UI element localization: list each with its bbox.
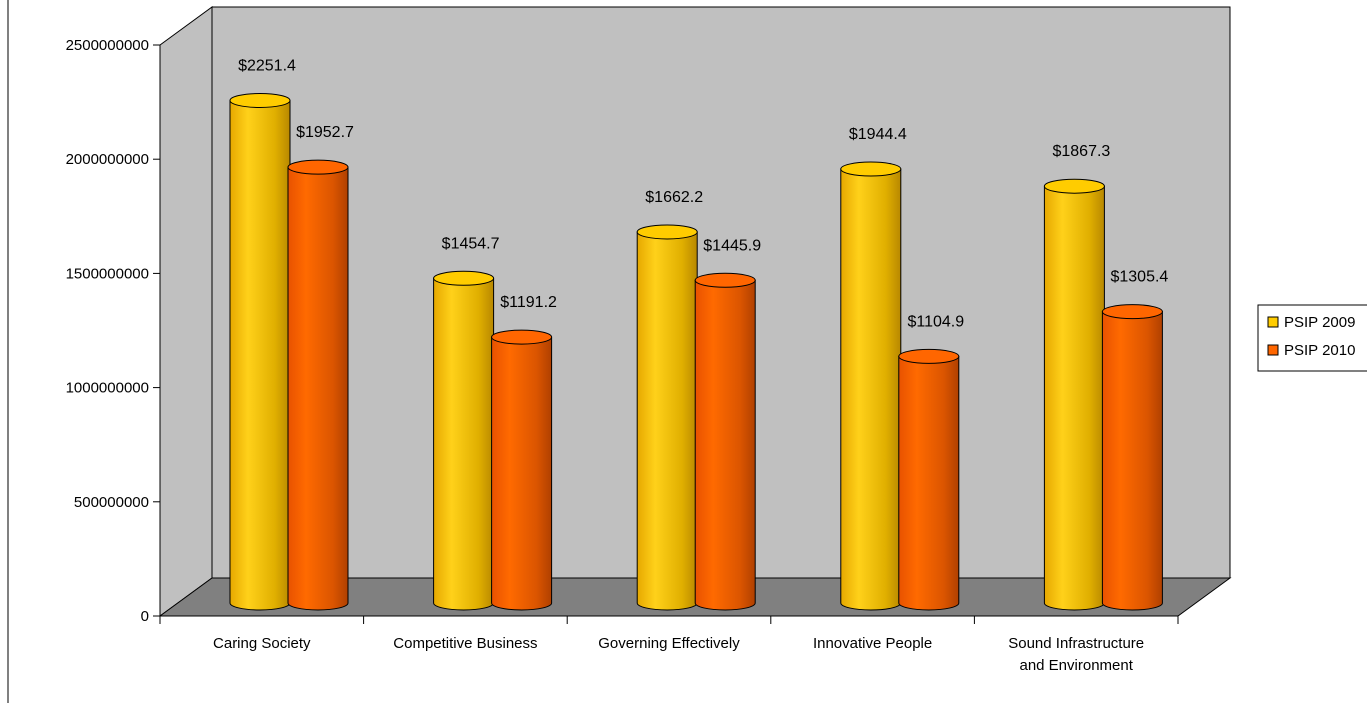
bar-psip-2009: [433, 270, 495, 611]
data-label: $1191.2: [500, 294, 557, 311]
bar-body: [1043, 185, 1105, 611]
bar-top: [840, 161, 902, 177]
category-label: Competitive Business: [393, 635, 537, 652]
data-label: $1867.3: [1052, 143, 1110, 160]
bar-body: [694, 279, 756, 611]
bar-body: [636, 231, 698, 611]
data-label: $2251.4: [238, 57, 296, 74]
y-tick-label: 1000000000: [66, 380, 149, 397]
bar-body: [229, 99, 291, 611]
bar-body: [491, 336, 553, 611]
bar-top: [636, 224, 698, 240]
data-label: $1944.4: [849, 126, 907, 143]
bar-top: [229, 92, 291, 108]
category-label: Caring Society: [213, 635, 311, 652]
bar-body: [1101, 311, 1163, 611]
bar-top: [1101, 304, 1163, 320]
y-tick-label: 500000000: [74, 494, 149, 511]
category-label: Innovative People: [813, 635, 932, 652]
bar-psip-2009: [1043, 178, 1105, 611]
bar-top: [433, 270, 495, 286]
data-label: $1952.7: [296, 124, 354, 141]
data-label: $1662.2: [645, 189, 703, 206]
bar-top: [491, 329, 553, 345]
y-tick-label: 1500000000: [66, 265, 149, 282]
bar-psip-2010: [694, 272, 756, 611]
bar-psip-2010: [287, 159, 349, 611]
bar-psip-2010: [1101, 304, 1163, 611]
data-label: $1305.4: [1110, 269, 1168, 286]
data-label: $1104.9: [907, 313, 964, 330]
category-label: Sound Infrastructure and Environment: [1008, 635, 1144, 674]
bar-psip-2009: [636, 224, 698, 611]
bar-body: [840, 168, 902, 611]
legend-box: [1257, 304, 1367, 372]
bar-top: [898, 348, 960, 364]
bar-body: [287, 166, 349, 611]
data-label: $1445.9: [703, 237, 761, 254]
data-label: $1454.7: [442, 235, 500, 252]
bar-psip-2009: [840, 161, 902, 611]
legend-label: PSIP 2009: [1284, 314, 1355, 331]
y-tick-label: 2000000000: [66, 151, 149, 168]
bar-top: [694, 272, 756, 288]
bar-body: [433, 277, 495, 611]
bar-psip-2009: [229, 92, 291, 611]
bar-psip-2010: [898, 348, 960, 611]
bar-top: [1043, 178, 1105, 194]
bar-top: [287, 159, 349, 175]
legend-swatch: [1267, 344, 1279, 356]
legend-swatch: [1267, 316, 1279, 328]
y-tick-label: 2500000000: [66, 37, 149, 54]
category-label: Governing Effectively: [598, 635, 740, 652]
bar-body: [898, 355, 960, 611]
bar-psip-2010: [491, 329, 553, 611]
side-wall: [159, 6, 213, 617]
legend-label: PSIP 2010: [1284, 342, 1355, 359]
y-tick-label: 0: [141, 608, 149, 625]
